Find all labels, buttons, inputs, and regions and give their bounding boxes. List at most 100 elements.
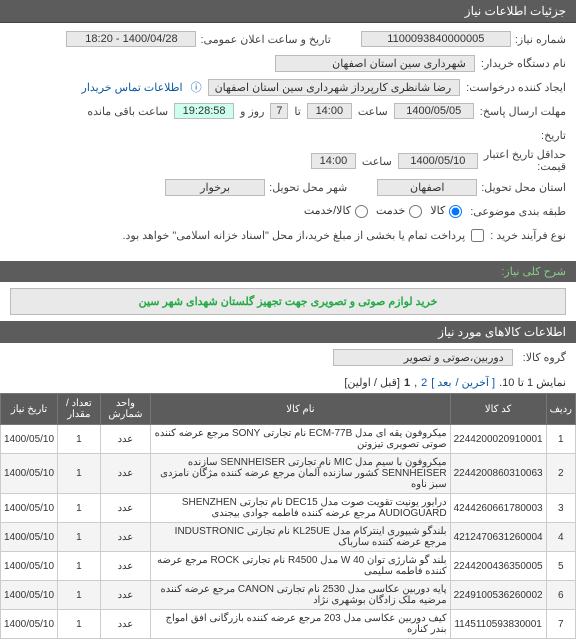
cell: 4212470631260004 [450,523,546,552]
cell: 2244200860310063 [450,454,546,494]
contact-link[interactable]: اطلاعات تماس خریدار [82,81,183,94]
group-label: گروه کالا: [523,351,566,364]
process-checkbox[interactable] [471,229,484,242]
cell: 2 [546,454,575,494]
cell: کیف دوربین عکاسی مدل 203 مرجع عرضه کننده… [151,610,450,639]
items-table: ردیفکد کالانام کالاواحد شمارشتعداد / مقد… [0,393,576,639]
request-number-label: شماره نیاز: [515,33,566,46]
days-value: 7 [270,103,288,119]
cell: 4 [546,523,575,552]
cell: درایور یونیت تقویت صوت مدل DEC15 نام تجا… [151,494,450,523]
panel-header: جزئیات اطلاعات نیاز [0,0,576,23]
cell: عدد [100,610,151,639]
table-row: 22244200860310063میکروفون با سیم مدل MIC… [1,454,576,494]
buyer-label: نام دستگاه خریدار: [481,57,566,70]
remaining-label: ساعت باقی مانده [87,105,168,118]
cell: عدد [100,552,151,581]
cell: عدد [100,494,151,523]
pager-first: [قبل / اولین] [344,376,400,389]
deadline-time: 14:00 [307,103,352,119]
pager-last[interactable]: [ آخرین / [456,376,496,389]
days-prefix: تا [294,105,300,118]
city-label: شهر محل تحویل: [269,181,347,194]
cat-radio-both[interactable]: کالا/خدمت [304,204,370,218]
days-suffix: روز و [240,105,264,118]
pager-next[interactable]: بعد ] [431,376,451,389]
cell: عدد [100,523,151,552]
desc-text: خرید لوازم صوتی و تصویری جهت تجهیز گلستا… [10,288,566,315]
cell: بلندگو شیپوری اینترکام مدل KL25UE نام تج… [151,523,450,552]
cat-radio-kala[interactable]: کالا [430,204,464,218]
cell: عدد [100,581,151,610]
cell: میکروفون با سیم مدل MIC نام تجارتی SENNH… [151,454,450,494]
cell: 2244200436350005 [450,552,546,581]
col-header: کد کالا [450,394,546,425]
cell: عدد [100,425,151,454]
province-label: استان محل تحویل: [481,181,566,194]
cell: عدد [100,454,151,494]
table-row: 52244200436350005بلند گو شارژی توان W 40… [1,552,576,581]
table-row: 62249100536260002پایه دوربین عکاسی مدل 2… [1,581,576,610]
remaining-time: 19:28:58 [174,103,234,119]
cell: 1 [58,425,101,454]
cell: 1 [546,425,575,454]
valid-label: حداقل تاریخ اعتبار [484,149,566,161]
cell: 2244200020910001 [450,425,546,454]
table-row: 34244260661780003درایور یونیت تقویت صوت … [1,494,576,523]
valid-date: 1400/05/10 [398,153,478,169]
cell: 2249100536260002 [450,581,546,610]
form-area: شماره نیاز: 1100093840000005 تاریخ و ساع… [0,23,576,255]
group-value: دوربین،صوتی و تصویر [333,349,513,366]
cat-radio-khedmat[interactable]: خدمت [376,204,424,218]
cell: 1 [58,581,101,610]
process-label: نوع فرآیند خرید : [490,229,566,242]
items-header: اطلاعات کالاهای مورد نیاز [0,321,576,343]
cell: بلند گو شارژی توان W 40 مدل R4500 نام تج… [151,552,450,581]
cell: 1400/05/10 [1,552,58,581]
until-label: تاریخ: [541,129,566,142]
pager-sep: , [414,377,417,389]
province-value: اصفهان [377,179,477,196]
col-header: تاریخ نیاز [1,394,58,425]
pager-p2[interactable]: 2 [421,377,427,389]
announce-label: تاریخ و ساعت اعلان عمومی: [200,33,330,46]
cell: میکروفون یقه ای مدل ECM-77B نام تجارتی S… [151,425,450,454]
announce-value: 1400/04/28 - 18:20 [66,31,196,47]
cell: 1400/05/10 [1,581,58,610]
col-header: نام کالا [151,394,450,425]
valid-time: 14:00 [311,153,356,169]
cell: 1 [58,454,101,494]
buyer-value: شهرداری سین استان اصفهان [275,55,475,72]
cell: 1400/05/10 [1,610,58,639]
city-value: برخوار [165,179,265,196]
cell: 1 [58,552,101,581]
cell: 3 [546,494,575,523]
creator-value: رضا شانظری کارپرداز شهرداری سین استان اص… [208,79,461,96]
cell: 1400/05/10 [1,523,58,552]
time-label-1: ساعت [358,105,388,118]
table-row: 12244200020910001میکروفون یقه ای مدل ECM… [1,425,576,454]
request-number: 1100093840000005 [361,31,511,47]
cell: 6 [546,581,575,610]
valid-label2: قیمت: [484,161,566,173]
cell: 1400/05/10 [1,425,58,454]
col-header: ردیف [546,394,575,425]
cell: 1145110593830001 [450,610,546,639]
cell: 7 [546,610,575,639]
creator-label: ایجاد کننده درخواست: [466,81,566,94]
cell: 1400/05/10 [1,494,58,523]
cell: 1 [58,494,101,523]
pager-p1: 1 [404,377,410,389]
cell: 1400/05/10 [1,454,58,494]
cell: 1 [58,523,101,552]
info-icon: ⓘ [191,79,202,95]
cell: 4244260661780003 [450,494,546,523]
pager: نمایش 1 تا 10. [ آخرین / بعد ] 2 , 1 [قب… [0,372,576,393]
col-header: تعداد / مقدار [58,394,101,425]
table-row: 44212470631260004بلندگو شیپوری اینترکام … [1,523,576,552]
time-label-2: ساعت [362,155,392,168]
category-label: طبقه بندی موضوعی: [470,205,566,218]
desc-section-label: شرح کلی نیاز: [0,261,576,282]
cell: 5 [546,552,575,581]
pager-text: نمایش 1 تا 10. [499,376,566,389]
